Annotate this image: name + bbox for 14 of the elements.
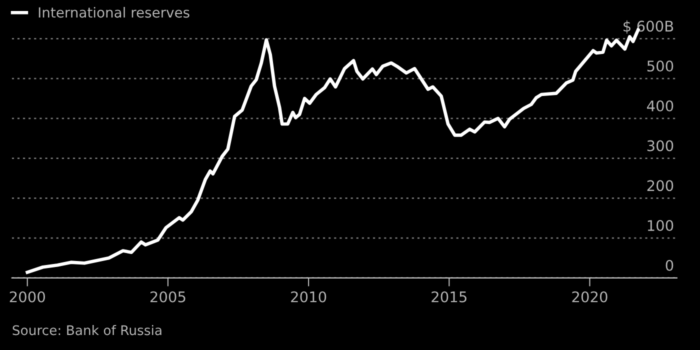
y-tick-label: 500 (647, 60, 674, 72)
y-tick-label: 300 (647, 140, 674, 152)
x-tick-label: 2010 (291, 291, 326, 302)
y-tick-label: 200 (647, 180, 674, 192)
legend-label: International reserves (38, 6, 190, 18)
source-note: Source: Bank of Russia (12, 324, 162, 336)
y-tick-label: 400 (647, 100, 674, 112)
x-tick-label: 2020 (572, 291, 608, 302)
y-tick-label: 0 (666, 260, 674, 271)
x-tick-label: 2015 (432, 291, 466, 302)
y-tick-label: 100 (648, 220, 674, 232)
y-tick-label: $ 600B (624, 20, 674, 34)
x-tick-label: 2005 (150, 291, 186, 302)
x-tick-label: 2000 (10, 291, 45, 302)
